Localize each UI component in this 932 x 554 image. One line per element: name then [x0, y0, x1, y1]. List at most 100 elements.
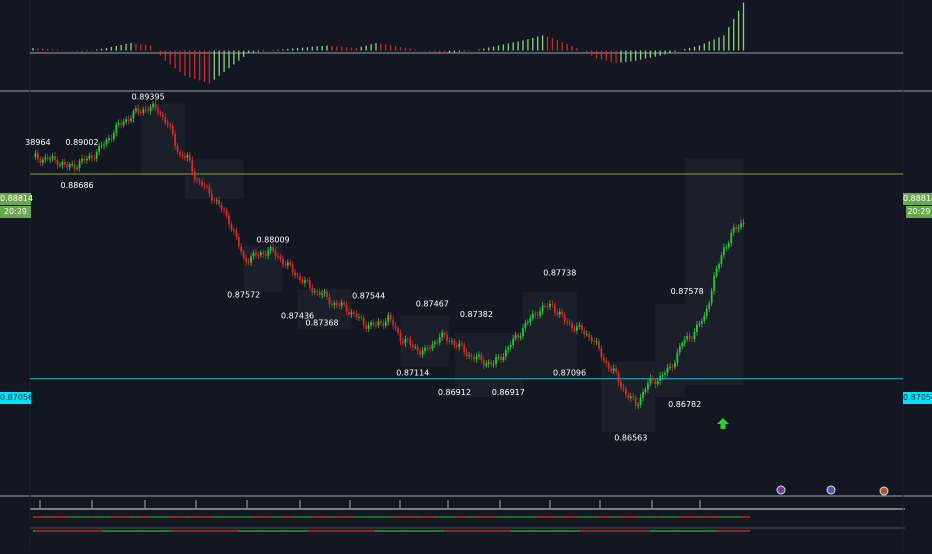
signal-strip-cell	[444, 530, 447, 532]
signal-strip-cell	[324, 516, 327, 518]
candle	[696, 324, 698, 333]
event-icon[interactable]	[879, 486, 889, 496]
event-icon[interactable]	[776, 485, 786, 495]
swing-price-label: 0.87467	[416, 300, 449, 309]
signal-strip-cell	[558, 516, 562, 518]
signal-strip-cell	[310, 516, 313, 518]
signal-strip-cell	[522, 516, 526, 518]
signal-strip-cell	[171, 530, 175, 532]
signal-strip-cell	[420, 516, 423, 518]
candle	[176, 145, 179, 152]
candle	[389, 314, 392, 320]
signal-strip-cell	[702, 530, 705, 532]
signal-strip-cell	[157, 516, 160, 518]
signal-strip-cell	[597, 530, 600, 532]
signal-strip-cell	[85, 516, 88, 518]
candle	[742, 222, 745, 224]
swing-price-label: 38964	[25, 138, 50, 147]
signal-strip-cell	[711, 530, 715, 532]
signal-strip-cell	[487, 516, 490, 518]
candle	[284, 264, 287, 266]
signal-strip-cell	[207, 516, 210, 518]
signal-strip-cell	[484, 516, 488, 518]
signal-strip-cell	[508, 516, 512, 518]
candle	[350, 312, 353, 315]
candle	[615, 368, 617, 373]
signal-strip-cell	[121, 530, 124, 532]
signal-strip-cell	[250, 530, 253, 532]
signal-strip-cell	[479, 516, 483, 518]
signal-strip-cell	[745, 516, 748, 518]
candle	[468, 355, 470, 357]
candle	[497, 356, 500, 358]
signal-strip-cell	[706, 530, 710, 532]
candle	[348, 311, 350, 315]
signal-strip-cell	[195, 516, 198, 518]
signal-strip-cell	[554, 530, 557, 532]
signal-strip-cell	[252, 516, 256, 518]
candle	[144, 109, 147, 111]
candle	[529, 318, 532, 323]
signal-strip-cell	[228, 516, 232, 518]
candle	[674, 362, 676, 368]
signal-strip-cell	[295, 530, 299, 532]
signal-strip-cell	[544, 516, 547, 518]
signal-strip-cell	[176, 516, 179, 518]
signal-strip-cell	[420, 530, 423, 532]
signal-strip-cell	[305, 516, 308, 518]
signal-strip-cell	[365, 530, 368, 532]
signal-strip-cell	[231, 516, 234, 518]
signal-strip-cell	[738, 516, 741, 518]
signal-strip-cell	[78, 530, 81, 532]
candle	[478, 354, 480, 357]
signal-strip-cell	[44, 516, 48, 518]
candle	[436, 342, 439, 344]
candle	[196, 179, 199, 181]
signal-strip-cell	[324, 530, 327, 532]
candle	[100, 145, 103, 147]
candle	[220, 204, 223, 210]
signal-strip-cell	[49, 516, 53, 518]
candle	[201, 181, 203, 186]
candle	[34, 153, 37, 158]
candle	[372, 322, 375, 325]
candle	[651, 378, 654, 381]
event-icon[interactable]	[826, 485, 836, 495]
signal-strip-cell	[637, 530, 641, 532]
signal-strip-cell	[360, 530, 363, 532]
signal-strip-cell	[152, 530, 155, 532]
candle	[37, 153, 39, 159]
signal-strip-cell	[83, 530, 86, 532]
signal-strip-cell	[601, 516, 605, 518]
signal-strip-cell	[668, 516, 672, 518]
signal-strip-cell	[49, 530, 53, 532]
candle	[66, 164, 69, 168]
signal-strip-cell	[432, 516, 435, 518]
signal-strip-cell	[515, 530, 519, 532]
candle	[264, 253, 267, 256]
candle	[475, 356, 478, 360]
candle	[519, 336, 522, 338]
candle	[639, 397, 642, 405]
swing-price-label: 0.87544	[352, 292, 385, 301]
signal-strip-cell	[336, 516, 339, 518]
signal-strip-cell	[518, 516, 521, 518]
candle	[301, 279, 304, 283]
signal-strip-cell	[525, 516, 528, 518]
signal-strip-cell	[350, 516, 354, 518]
candle	[671, 366, 674, 368]
signal-strip-cell	[224, 516, 227, 518]
candle	[676, 352, 679, 363]
candle	[527, 322, 529, 323]
candle	[365, 325, 368, 329]
signal-strip-cell	[742, 530, 746, 532]
candle	[536, 314, 539, 316]
signal-strip-cell	[174, 516, 177, 518]
signal-strip-cell	[181, 530, 184, 532]
candle	[571, 323, 573, 329]
signal-strip-cell	[391, 530, 394, 532]
signal-strip-cell	[575, 530, 578, 532]
signal-strip-cell	[362, 516, 366, 518]
signal-strip-cell	[178, 530, 182, 532]
signal-strip-cell	[740, 516, 743, 518]
